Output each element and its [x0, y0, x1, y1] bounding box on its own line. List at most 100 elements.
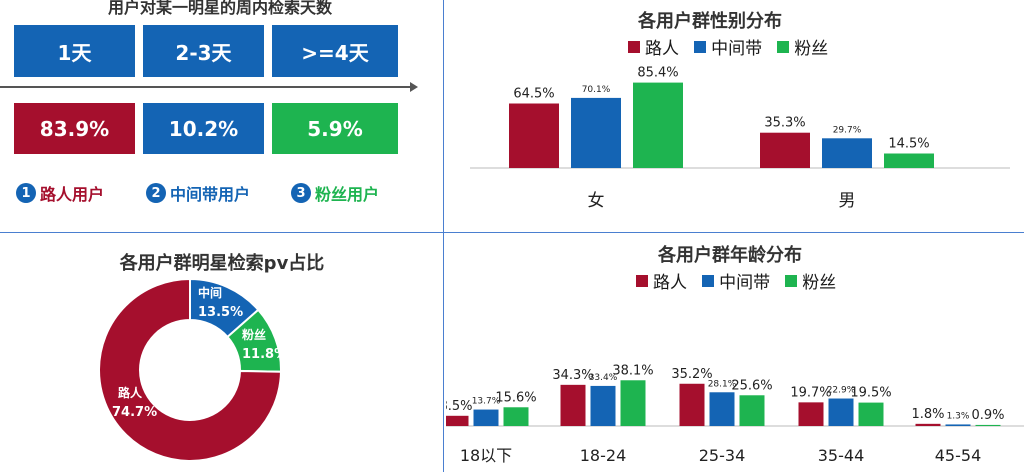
- bar-lu-0: [446, 415, 469, 426]
- age-legend-lu-label: 路人: [653, 273, 687, 293]
- bar-lu-3: [798, 402, 824, 426]
- vertical-divider: [443, 0, 444, 472]
- donut-value-zhong: 13.5%: [198, 305, 243, 320]
- bar-label-lu-0: 8.5%: [446, 399, 473, 414]
- bar-fen-0: [503, 407, 529, 426]
- bar-fen-3: [858, 402, 884, 426]
- bar-fen-1: [620, 380, 646, 426]
- number-1-icon: 1: [16, 183, 36, 203]
- bar-label-zhong-3: 22.9%: [827, 386, 856, 396]
- bar-zhong-1: [822, 138, 872, 168]
- bar-lu-1: [760, 132, 810, 168]
- bar-label-lu-1: 34.3%: [552, 368, 593, 383]
- donut-name-lu: 路人: [118, 385, 143, 400]
- bar-label-lu-2: 35.2%: [671, 367, 712, 382]
- days-header-2: 2-3天: [143, 25, 264, 77]
- bar-zhong-4: [945, 424, 971, 426]
- days-arrow: [0, 82, 418, 92]
- type-fen-label: 粉丝用户: [315, 185, 380, 204]
- donut-value-lu: 74.7%: [112, 405, 157, 420]
- legend-fen-swatch: [777, 40, 790, 53]
- bar-label-zhong-0: 70.1%: [582, 85, 611, 95]
- bar-label-fen-3: 19.5%: [850, 386, 891, 401]
- bar-fen-1: [884, 153, 934, 168]
- gender-chart-title: 各用户群性别分布: [638, 11, 782, 32]
- bar-lu-1: [560, 384, 586, 426]
- bar-fen-2: [739, 395, 765, 426]
- legend-zhong-swatch: [694, 40, 707, 53]
- horizontal-divider: [0, 232, 1024, 233]
- number-3-icon: 3: [291, 183, 311, 203]
- bar-label-fen-2: 25.6%: [731, 378, 772, 393]
- age-legend-zhong: 中间带: [702, 268, 770, 293]
- legend-lu-label: 路人: [645, 39, 679, 59]
- donut-name-fen: 粉丝: [242, 327, 266, 342]
- donut-slice-lu: [98, 277, 283, 462]
- bar-label-zhong-4: 1.3%: [947, 411, 970, 421]
- bar-lu-2: [679, 383, 705, 426]
- legend-lu: 路人: [628, 34, 679, 59]
- category-label-4: 45-54: [935, 446, 982, 465]
- legend-fen: 粉丝: [777, 34, 828, 59]
- bar-label-fen-0: 15.6%: [495, 390, 536, 405]
- number-2-icon: 2: [146, 183, 166, 203]
- age-legend: 路人 中间带 粉丝: [636, 268, 846, 293]
- legend-zhong: 中间带: [694, 34, 762, 59]
- legend-zhong-label: 中间带: [711, 39, 763, 59]
- donut-value-fen: 11.8%: [242, 347, 287, 362]
- type-zhong: 2 中间带用户: [146, 181, 250, 205]
- gender-legend: 路人 中间带 粉丝: [628, 34, 838, 59]
- days-value-3: 5.9%: [272, 103, 398, 154]
- pv-donut-chart: 路人 74.7% 中间 13.5% 粉丝 11.8%: [98, 277, 287, 462]
- pv-chart-title: 各用户群明星检索pv占比: [119, 253, 325, 274]
- type-fen: 3 粉丝用户: [291, 181, 379, 205]
- gender-chart: 64.5% 70.1% 85.4% 女 35.3% 29.7% 14.5% 男: [470, 66, 1010, 211]
- bar-zhong-0: [473, 409, 499, 426]
- type-zhong-label: 中间带用户: [170, 185, 251, 204]
- age-legend-lu: 路人: [636, 268, 687, 293]
- days-value-2: 10.2%: [143, 103, 264, 154]
- age-legend-fen: 粉丝: [785, 268, 836, 293]
- age-chart-title: 各用户群年龄分布: [658, 245, 802, 266]
- bar-zhong-2: [709, 392, 735, 426]
- category-label-1: 18-24: [580, 446, 627, 465]
- category-label-0: 女: [588, 191, 605, 211]
- category-label-0: 18以下: [460, 446, 512, 465]
- bar-label-lu-3: 19.7%: [790, 385, 831, 400]
- age-legend-fen-swatch: [785, 274, 798, 287]
- legend-fen-label: 粉丝: [794, 39, 829, 59]
- bar-lu-4: [915, 423, 941, 426]
- age-legend-zhong-swatch: [702, 274, 715, 287]
- bar-label-fen-0: 85.4%: [637, 66, 678, 81]
- legend-lu-swatch: [628, 40, 640, 53]
- age-chart: 8.5%13.7%15.6% 18以下 34.3%33.4%38.1% 18-24 35…: [446, 363, 1024, 465]
- days-title: 用户对某一明星的周内检索天数: [107, 0, 332, 17]
- bar-label-zhong-1: 33.4%: [589, 373, 618, 383]
- category-label-3: 35-44: [818, 446, 865, 465]
- bar-label-lu-0: 64.5%: [513, 87, 554, 102]
- bar-fen-0: [633, 82, 683, 168]
- age-legend-fen-label: 粉丝: [802, 273, 837, 293]
- bar-label-zhong-1: 29.7%: [833, 125, 862, 135]
- bar-label-lu-4: 1.8%: [911, 407, 944, 422]
- bar-lu-0: [509, 103, 559, 168]
- bar-label-lu-1: 35.3%: [764, 116, 805, 131]
- bar-label-zhong-0: 13.7%: [472, 397, 501, 407]
- category-label-2: 25-34: [699, 446, 746, 465]
- bar-zhong-0: [571, 97, 621, 168]
- days-header-1: 1天: [14, 25, 135, 77]
- bar-label-zhong-2: 28.1%: [708, 379, 737, 389]
- bar-label-fen-1: 14.5%: [888, 137, 929, 152]
- age-legend-lu-swatch: [636, 274, 648, 287]
- bar-fen-4: [975, 424, 1001, 426]
- bar-zhong-1: [590, 385, 616, 426]
- days-header-3: >=4天: [272, 25, 398, 77]
- type-lu-label: 路人用户: [40, 185, 105, 204]
- days-value-1: 83.9%: [14, 103, 135, 154]
- bar-label-fen-1: 38.1%: [612, 363, 653, 378]
- bar-label-fen-4: 0.9%: [971, 408, 1004, 423]
- bar-zhong-3: [828, 398, 854, 426]
- age-legend-zhong-label: 中间带: [719, 273, 771, 293]
- type-lu: 1 路人用户: [16, 181, 104, 205]
- category-label-1: 男: [839, 191, 856, 211]
